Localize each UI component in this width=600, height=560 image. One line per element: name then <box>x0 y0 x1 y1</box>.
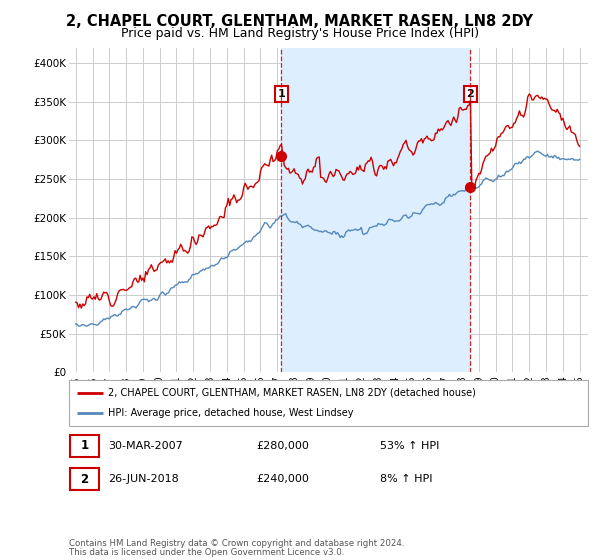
Text: 26-JUN-2018: 26-JUN-2018 <box>108 474 179 484</box>
Text: 1: 1 <box>278 89 286 99</box>
Text: Price paid vs. HM Land Registry's House Price Index (HPI): Price paid vs. HM Land Registry's House … <box>121 27 479 40</box>
Text: Contains HM Land Registry data © Crown copyright and database right 2024.: Contains HM Land Registry data © Crown c… <box>69 539 404 548</box>
Text: 53% ↑ HPI: 53% ↑ HPI <box>380 441 440 451</box>
Text: 2: 2 <box>80 473 88 486</box>
Text: £280,000: £280,000 <box>256 441 309 451</box>
Bar <box>281 48 470 372</box>
Text: 1: 1 <box>80 439 88 452</box>
Text: 30-MAR-2007: 30-MAR-2007 <box>108 441 182 451</box>
Text: 2, CHAPEL COURT, GLENTHAM, MARKET RASEN, LN8 2DY: 2, CHAPEL COURT, GLENTHAM, MARKET RASEN,… <box>67 14 533 29</box>
Text: HPI: Average price, detached house, West Lindsey: HPI: Average price, detached house, West… <box>108 408 353 418</box>
Bar <box>70 435 98 457</box>
Text: 8% ↑ HPI: 8% ↑ HPI <box>380 474 433 484</box>
Text: 2: 2 <box>467 89 475 99</box>
Text: £240,000: £240,000 <box>256 474 309 484</box>
Bar <box>70 468 98 491</box>
Text: This data is licensed under the Open Government Licence v3.0.: This data is licensed under the Open Gov… <box>69 548 344 557</box>
Text: 2, CHAPEL COURT, GLENTHAM, MARKET RASEN, LN8 2DY (detached house): 2, CHAPEL COURT, GLENTHAM, MARKET RASEN,… <box>108 388 476 398</box>
